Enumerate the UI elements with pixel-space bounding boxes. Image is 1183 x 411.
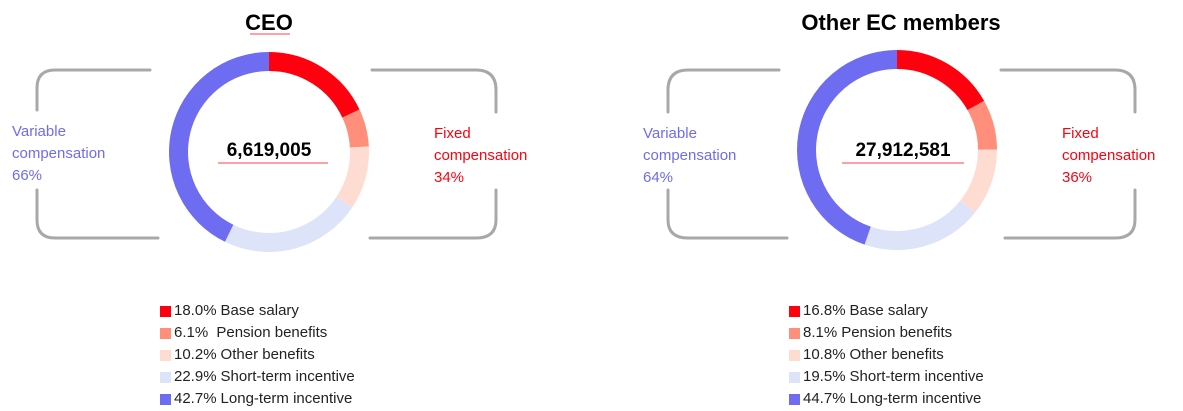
legend-item-other-benefits: 10.8% Other benefits: [789, 344, 984, 366]
donut-slice-pension-benefits: [342, 109, 369, 148]
other-benefits-swatch: [160, 349, 171, 361]
short-term-incentive-swatch: [160, 371, 171, 383]
variable-compensation-label: Variable compensation 64%: [643, 123, 736, 189]
donut-slice-long-term-incentive: [797, 50, 898, 245]
donut-slice-base-salary: [268, 52, 360, 118]
fixed-label-line-2: compensation: [1062, 147, 1156, 164]
long-term-incentive-swatch: [160, 393, 171, 405]
ec-members-panel: Other EC members 27,912,581 Variable com…: [591, 0, 1182, 411]
chart-title: Other EC members: [801, 10, 1001, 35]
legend-item-base-salary: 18.0% Base salary: [160, 300, 355, 322]
legend-label: Pension benefits: [216, 324, 328, 341]
legend-item-pension-benefits: 6.1% Pension benefits: [160, 322, 355, 344]
legend-pct: 18.0%: [174, 302, 217, 319]
variable-label-line-2: compensation: [643, 147, 737, 164]
total-compensation-value: 27,912,581: [855, 140, 951, 161]
donut-slice-base-salary: [896, 50, 985, 111]
fixed-label-line-2: compensation: [434, 147, 528, 164]
pension-benefits-swatch: [160, 327, 171, 339]
legend-label: Other benefits: [220, 346, 315, 363]
legend-label: Short-term incentive: [220, 368, 355, 385]
legend-item-base-salary: 16.8% Base salary: [789, 300, 984, 322]
legend: 18.0% Base salary 6.1% Pension benefits 1…: [160, 300, 355, 410]
variable-bracket: [666, 68, 789, 240]
donut-slice-short-term-incentive: [864, 200, 976, 250]
fixed-label-line-1: Fixed: [1062, 125, 1099, 142]
fixed-compensation-label: Fixed compensation 34%: [434, 123, 527, 189]
chart-title: CEO: [245, 10, 293, 35]
legend-pct: 19.5%: [803, 368, 846, 385]
legend-pct: 44.7%: [803, 390, 846, 407]
total-compensation-value: 6,619,005: [226, 140, 312, 161]
fixed-label-line-1: Fixed: [434, 125, 471, 142]
legend-label: Other benefits: [849, 346, 944, 363]
donut-slice-pension-benefits: [967, 100, 997, 150]
legend-pct: 22.9%: [174, 368, 217, 385]
legend-pct: 8.1%: [803, 324, 838, 341]
fixed-label-line-3: 34%: [434, 169, 465, 186]
legend-pct: 10.2%: [174, 346, 217, 363]
legend-label: Short-term incentive: [849, 368, 984, 385]
fixed-bracket: [999, 68, 1137, 240]
legend-pct: 10.8%: [803, 346, 846, 363]
base-salary-swatch: [160, 305, 171, 317]
variable-label-line-3: 66%: [12, 167, 43, 184]
pension-benefits-swatch: [789, 327, 800, 339]
legend-item-short-term-incentive: 19.5% Short-term incentive: [789, 366, 984, 388]
ceo-panel: CEO 6,619,005 Variable compensation 66% …: [0, 0, 591, 411]
legend-item-other-benefits: 10.2% Other benefits: [160, 344, 355, 366]
donut-slice-other-benefits: [336, 146, 369, 208]
other-benefits-swatch: [789, 349, 800, 361]
short-term-incentive-swatch: [789, 371, 800, 383]
variable-label-line-1: Variable: [12, 123, 66, 140]
fixed-bracket: [368, 68, 498, 240]
legend-label: Base salary: [220, 302, 299, 319]
legend-label: Long-term incentive: [220, 390, 353, 407]
donut-slice-other-benefits: [960, 149, 998, 213]
ceo-donut-chart: [35, 33, 498, 252]
ec-members-donut-chart: [666, 50, 1137, 250]
donut-slice-long-term-incentive: [169, 52, 270, 242]
variable-compensation-label: Variable compensation 66%: [12, 121, 105, 187]
variable-label-line-2: compensation: [12, 145, 106, 162]
long-term-incentive-swatch: [789, 393, 800, 405]
legend-item-long-term-incentive: 42.7% Long-term incentive: [160, 388, 355, 410]
legend-pct: 42.7%: [174, 390, 217, 407]
variable-label-line-1: Variable: [643, 125, 697, 142]
legend-label: Pension benefits: [841, 324, 953, 341]
legend-label: Base salary: [849, 302, 928, 319]
variable-label-line-3: 64%: [643, 169, 674, 186]
legend-pct: 16.8%: [803, 302, 846, 319]
donut-slice-short-term-incentive: [224, 196, 353, 252]
base-salary-swatch: [789, 305, 800, 317]
variable-bracket: [35, 68, 160, 240]
legend: 16.8% Base salary 8.1% Pension benefits 10…: [789, 300, 984, 410]
legend-item-pension-benefits: 8.1% Pension benefits: [789, 322, 984, 344]
legend-label: Long-term incentive: [849, 390, 982, 407]
legend-item-short-term-incentive: 22.9% Short-term incentive: [160, 366, 355, 388]
fixed-compensation-label: Fixed compensation 36%: [1062, 123, 1155, 189]
legend-item-long-term-incentive: 44.7% Long-term incentive: [789, 388, 984, 410]
legend-pct: 6.1%: [174, 324, 213, 341]
fixed-label-line-3: 36%: [1062, 169, 1093, 186]
